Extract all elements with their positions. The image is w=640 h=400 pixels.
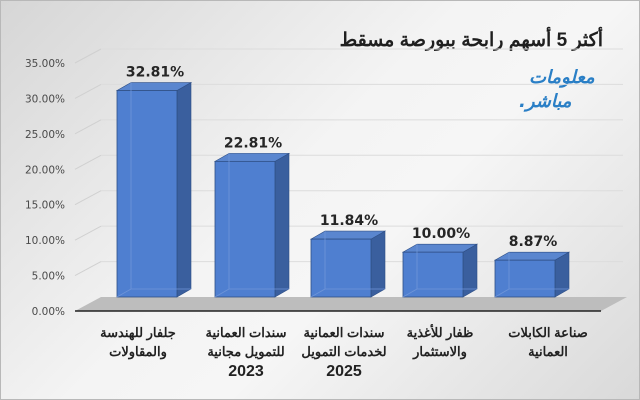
- logo-line1: معلومات: [529, 67, 595, 88]
- category-label: صناعة الكابلات العمانية: [493, 323, 603, 361]
- y-tick-label: 15.00%: [25, 200, 65, 212]
- category-line2: للتمويل مجانية: [207, 344, 285, 359]
- bar: [214, 160, 276, 298]
- chart-floor: [75, 297, 627, 311]
- y-tick-label: 35.00%: [25, 58, 65, 70]
- y-tick-label: 30.00%: [25, 93, 65, 105]
- mubasher-logo: معلومات مباشر.: [511, 67, 621, 127]
- category-line1: صناعة الكابلات: [508, 325, 588, 340]
- chart-title: أكثر 5 أسهم رابحة ببورصة مسقط: [339, 30, 603, 51]
- gridline: [74, 154, 102, 170]
- y-tick-label: 0.00%: [32, 306, 65, 318]
- bar: [116, 90, 178, 298]
- bar-edge: [310, 288, 326, 298]
- bar-edge: [214, 288, 230, 298]
- bar: [310, 238, 372, 298]
- category-label: جلفار للهندسة والمقاولات: [83, 323, 193, 361]
- gridline: [74, 48, 102, 64]
- category-year: 2025: [326, 363, 362, 380]
- category-line2: والمقاولات: [109, 344, 167, 359]
- category-line2: والاستثمار: [413, 344, 467, 359]
- y-tick-label: 20.00%: [25, 164, 65, 176]
- category-label: سندات العمانية للتمويل مجانية 2023: [191, 323, 301, 383]
- gridline: [74, 119, 102, 135]
- data-label: 22.81%: [224, 135, 282, 151]
- logo-line2: مباشر.: [519, 91, 572, 112]
- data-label: 11.84%: [320, 213, 378, 229]
- category-line1: جلفار للهندسة: [100, 325, 176, 340]
- bar-side: [176, 82, 192, 298]
- gridline: [74, 225, 102, 241]
- bar-edge: [116, 288, 132, 298]
- data-label: 32.81%: [126, 65, 184, 81]
- category-line1: ظفار للأغذية: [406, 325, 474, 340]
- gridline: [74, 190, 102, 206]
- bar-side: [370, 230, 386, 298]
- y-tick-label: 25.00%: [25, 129, 65, 141]
- data-label: 8.87%: [509, 234, 558, 250]
- bar-edge: [402, 288, 418, 298]
- category-line1: سندات العمانية: [205, 325, 287, 340]
- y-tick-label: 10.00%: [25, 235, 65, 247]
- data-label: 10.00%: [412, 226, 470, 242]
- category-label: سندات العمانية لخدمات التمويل 2025: [289, 323, 399, 383]
- category-year: 2023: [228, 363, 264, 380]
- category-line2: لخدمات التمويل: [301, 344, 387, 359]
- category-line2: العمانية: [528, 344, 568, 359]
- bar-edge: [494, 288, 510, 298]
- gridline: [74, 261, 102, 277]
- category-label: ظفار للأغذية والاستثمار: [385, 323, 495, 361]
- gridline: [74, 83, 102, 99]
- bar-side: [274, 152, 290, 298]
- y-tick-label: 5.00%: [32, 271, 65, 283]
- category-line1: سندات العمانية: [303, 325, 385, 340]
- bar: [402, 251, 464, 298]
